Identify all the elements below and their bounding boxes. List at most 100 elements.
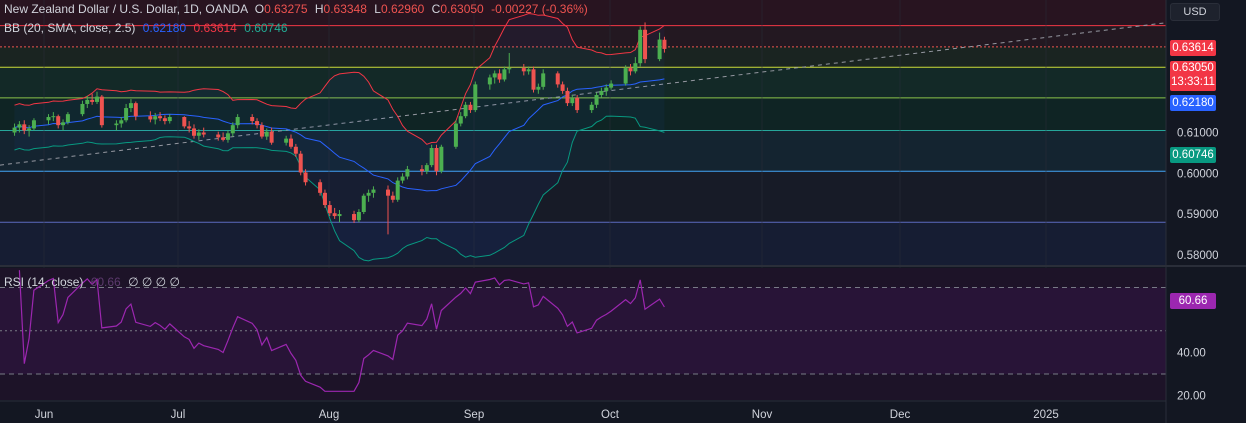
candle-body <box>61 122 66 126</box>
candle-body <box>424 165 429 172</box>
candle-body <box>487 77 492 85</box>
rsi-legend[interactable]: RSI (14, close) 60.66 ∅ ∅ ∅ ∅ <box>4 275 180 289</box>
ohlc-change: -0.00227 (-0.36%) <box>491 2 588 16</box>
candle-body <box>337 214 342 217</box>
candle-body <box>56 116 61 126</box>
candle-body <box>99 96 104 126</box>
rsi-extra: ∅ ∅ ∅ ∅ <box>128 275 180 289</box>
bb-middle-tag: 0.62180 <box>1170 95 1216 111</box>
bb-upper-value: 0.63614 <box>193 21 237 35</box>
candle-body <box>22 124 27 131</box>
last-price-tag: 0.63050 13:33:11 <box>1170 61 1216 91</box>
x-tick-label: Oct <box>601 409 620 421</box>
x-tick-label: Jun <box>35 409 54 421</box>
candle-body <box>196 132 201 136</box>
candle-body <box>390 195 395 200</box>
candle-body <box>201 132 206 135</box>
x-tick-label: 2025 <box>1033 409 1059 421</box>
bb-legend[interactable]: BB (20, SMA, close, 2.5) 0.62180 0.63614… <box>4 21 288 35</box>
candle-body <box>400 176 405 181</box>
candle-body <box>187 126 192 129</box>
bb-lower-line <box>14 115 665 262</box>
candle-body <box>604 87 609 91</box>
ohlc-low-label: L <box>374 2 381 16</box>
rsi-pane <box>0 268 1166 400</box>
candle-body <box>293 146 298 154</box>
bb-fill <box>14 13 665 261</box>
bb-label[interactable]: BB (20, SMA, close, 2.5) <box>4 21 136 35</box>
ohlc-close: 0.63050 <box>440 2 484 16</box>
candle-body <box>473 84 478 111</box>
candle-body <box>303 172 308 183</box>
candle-body <box>216 134 221 138</box>
y-tick-label: 0.59000 <box>1177 209 1219 221</box>
candle-body <box>327 205 332 214</box>
candle-body <box>318 182 323 193</box>
currency-button[interactable]: USD <box>1170 3 1220 21</box>
candle-body <box>128 103 133 109</box>
candle-body <box>526 69 531 72</box>
y-tick-label: 0.58000 <box>1177 250 1219 262</box>
candle-body <box>90 99 95 102</box>
candle-body <box>502 69 507 80</box>
ohlc-open-label: O <box>254 2 265 16</box>
candle-body <box>298 153 303 173</box>
candle-body <box>458 116 463 124</box>
candle-body <box>468 104 473 111</box>
candle-body <box>453 123 458 147</box>
candle-body <box>31 120 36 129</box>
trendline <box>0 12 1246 166</box>
candle-body <box>27 128 32 131</box>
candle-body <box>463 104 468 117</box>
candle-body <box>570 97 575 104</box>
candle-body <box>46 117 51 121</box>
candle-body <box>12 127 17 133</box>
candle-body <box>609 83 614 88</box>
bb-middle-value: 0.62180 <box>142 21 187 35</box>
candle-body <box>497 73 502 80</box>
zone-0 <box>0 25 1166 47</box>
candle-body <box>119 120 124 124</box>
candle-body <box>259 125 264 137</box>
candle-body <box>332 213 337 217</box>
candle-body <box>429 147 434 166</box>
candles <box>12 22 667 235</box>
candle-body <box>221 137 226 140</box>
rsi-background <box>0 268 1166 400</box>
x-tick-label: Dec <box>890 409 911 421</box>
candle-body <box>575 97 580 111</box>
candle-body <box>192 128 196 136</box>
candle-body <box>628 68 633 72</box>
candle-body <box>148 116 153 120</box>
candle-body <box>633 63 638 72</box>
candle-body <box>250 117 255 122</box>
ohlc-close-label: C <box>431 2 441 16</box>
candle-body <box>507 68 512 70</box>
candle-body <box>225 133 230 140</box>
candle-body <box>599 90 604 95</box>
candle-body <box>356 212 361 221</box>
candle-body <box>594 94 599 105</box>
symbol-title[interactable]: New Zealand Dollar / U.S. Dollar, 1D, OA… <box>4 2 248 16</box>
candle-body <box>85 99 90 104</box>
candle-body <box>405 169 410 177</box>
candle-body <box>269 131 274 143</box>
candle-body <box>133 103 138 117</box>
candle-body <box>565 90 570 104</box>
x-tick-label: Aug <box>319 409 339 421</box>
zone-top <box>0 0 1166 26</box>
rsi-label[interactable]: RSI (14, close) <box>4 275 84 289</box>
countdown: 13:33:11 <box>1171 76 1215 88</box>
last-price-value: 0.63050 <box>1172 62 1214 74</box>
candle-body <box>264 131 269 137</box>
candle-body <box>492 73 497 78</box>
rsi-ghost-value: 60.66 <box>90 275 121 289</box>
symbol-header[interactable]: New Zealand Dollar / U.S. Dollar, 1D, OA… <box>4 2 588 16</box>
candle-body <box>662 39 667 49</box>
rsi-line <box>18 270 665 392</box>
candle-body <box>439 146 444 172</box>
rsi-value-tag: 60.66 <box>1170 293 1216 309</box>
ohlc-open: 0.63275 <box>264 2 308 16</box>
zone-5 <box>0 171 1166 223</box>
